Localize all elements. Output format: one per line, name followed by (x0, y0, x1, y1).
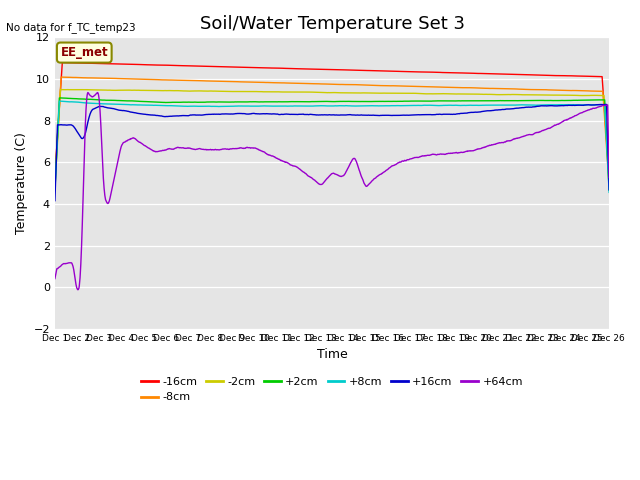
-8cm (308, 81, 316, 86)
Text: EE_met: EE_met (60, 46, 108, 59)
-8cm (94, 75, 102, 81)
-8cm (298, 81, 306, 86)
+8cm (117, 101, 125, 107)
X-axis label: Time: Time (317, 348, 348, 361)
+2cm (298, 99, 306, 105)
Title: Soil/Water Temperature Set 3: Soil/Water Temperature Set 3 (200, 15, 465, 33)
+2cm (605, 187, 613, 193)
-8cm (367, 83, 374, 88)
-8cm (287, 80, 294, 86)
Y-axis label: Temperature (C): Temperature (C) (15, 132, 28, 234)
+64cm (367, 179, 375, 185)
+16cm (51, 198, 59, 204)
+64cm (298, 168, 306, 174)
-8cm (58, 74, 65, 80)
-2cm (51, 186, 59, 192)
-8cm (117, 76, 125, 82)
+16cm (286, 111, 294, 117)
+16cm (367, 112, 374, 118)
+64cm (95, 92, 102, 98)
+16cm (298, 111, 305, 117)
+16cm (116, 108, 124, 113)
+2cm (308, 99, 316, 105)
+64cm (117, 144, 125, 150)
+2cm (117, 98, 125, 104)
+16cm (605, 187, 613, 192)
+64cm (51, 276, 59, 281)
+64cm (308, 176, 316, 181)
+8cm (367, 103, 374, 108)
+8cm (56, 98, 64, 104)
Line: +64cm: +64cm (55, 93, 609, 290)
+8cm (308, 103, 316, 109)
+64cm (93, 90, 101, 96)
Line: -8cm: -8cm (55, 77, 609, 187)
-2cm (367, 90, 374, 96)
-2cm (117, 87, 125, 93)
+8cm (298, 103, 306, 109)
-16cm (94, 60, 102, 66)
+8cm (287, 103, 294, 109)
Line: -2cm: -2cm (55, 90, 609, 189)
Line: +8cm: +8cm (55, 101, 609, 192)
-2cm (605, 182, 613, 188)
-2cm (308, 89, 316, 95)
Legend: -16cm, -8cm, -2cm, +2cm, +8cm, +16cm, +64cm: -16cm, -8cm, -2cm, +2cm, +8cm, +16cm, +6… (136, 372, 527, 407)
+16cm (94, 104, 102, 110)
-16cm (287, 66, 294, 72)
Line: +16cm: +16cm (55, 105, 609, 201)
+2cm (94, 97, 102, 103)
+64cm (74, 287, 82, 293)
-2cm (298, 89, 306, 95)
Line: -16cm: -16cm (55, 62, 609, 177)
-16cm (117, 61, 125, 67)
+64cm (287, 162, 294, 168)
Line: +2cm: +2cm (55, 98, 609, 190)
-16cm (298, 66, 306, 72)
-2cm (94, 87, 102, 93)
-8cm (605, 184, 613, 190)
-16cm (605, 174, 613, 180)
Text: No data for f_TC_temp23: No data for f_TC_temp23 (6, 22, 136, 33)
-2cm (287, 89, 294, 95)
+8cm (51, 188, 59, 193)
-16cm (308, 66, 316, 72)
+2cm (367, 99, 374, 105)
+2cm (56, 95, 64, 101)
-16cm (367, 68, 374, 73)
+8cm (605, 190, 613, 195)
+8cm (94, 101, 102, 107)
+16cm (308, 111, 316, 117)
-8cm (51, 176, 59, 182)
-16cm (58, 60, 66, 65)
+2cm (287, 99, 294, 105)
+16cm (602, 102, 610, 108)
+2cm (51, 186, 59, 192)
-2cm (76, 87, 84, 93)
-16cm (51, 172, 59, 178)
+64cm (605, 175, 613, 180)
